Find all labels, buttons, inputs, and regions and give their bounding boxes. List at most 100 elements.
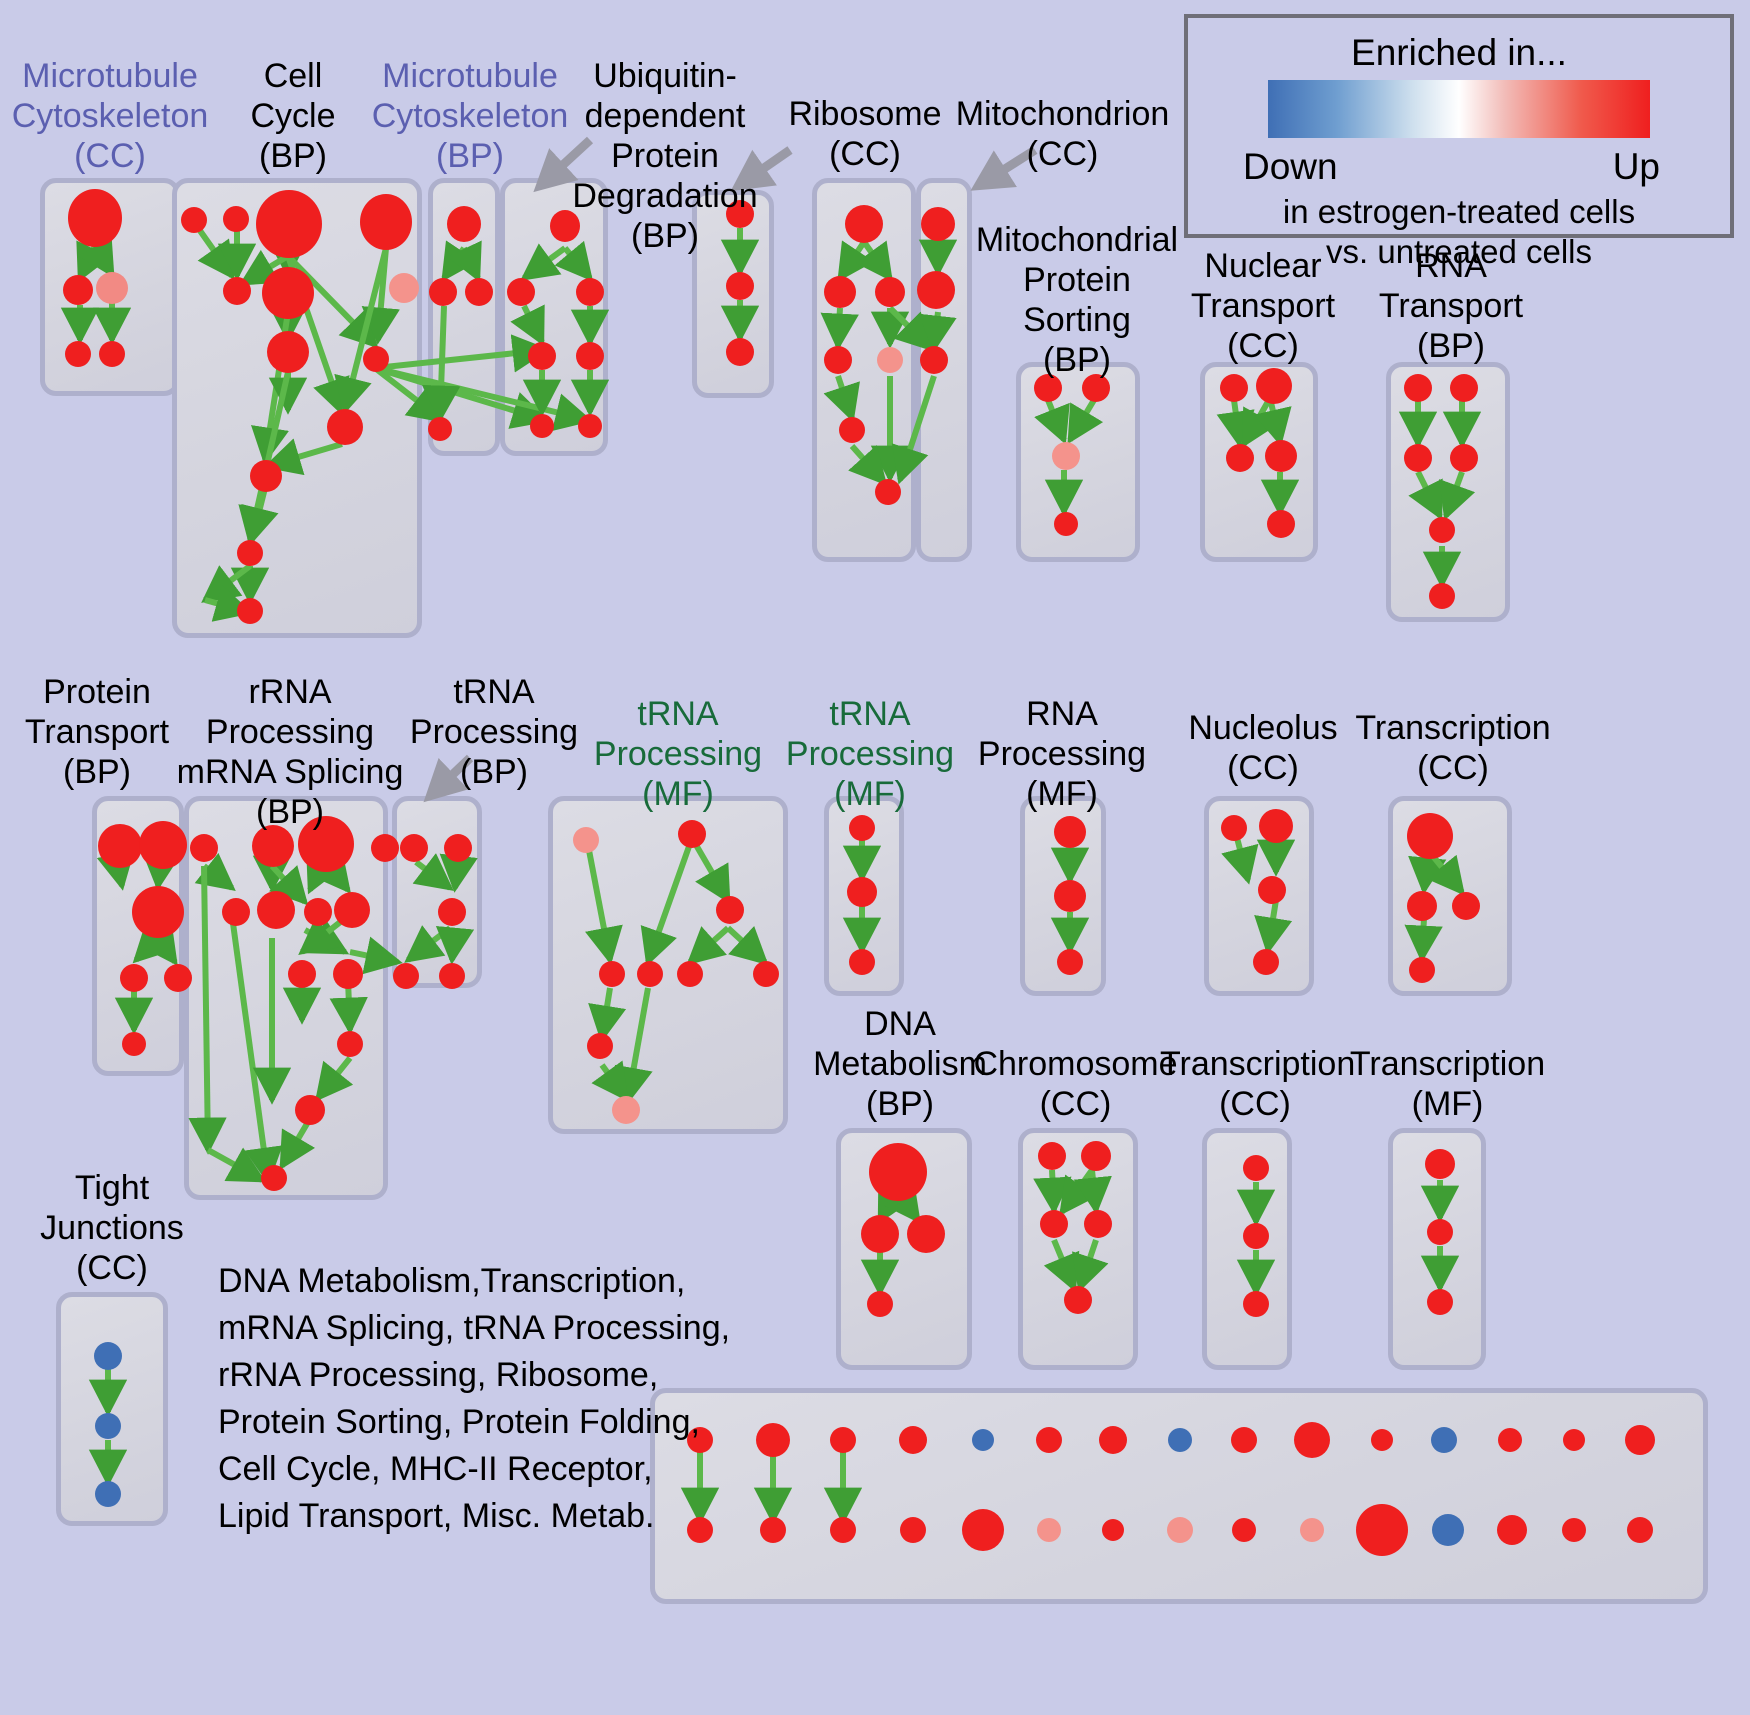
node bbox=[250, 460, 282, 492]
node bbox=[1220, 374, 1248, 402]
node bbox=[726, 338, 754, 366]
node bbox=[327, 409, 363, 445]
node bbox=[907, 1215, 945, 1253]
node bbox=[190, 834, 218, 862]
node bbox=[687, 1427, 713, 1453]
cluster-rna-transport-bp bbox=[1386, 362, 1510, 622]
node bbox=[295, 1095, 325, 1125]
node bbox=[1452, 892, 1480, 920]
label-mitochondrial-protein-sorting-bp: Mitochondrial Protein Sorting (BP) bbox=[975, 221, 1179, 379]
node bbox=[1221, 815, 1247, 841]
node bbox=[1040, 1210, 1068, 1238]
node bbox=[256, 190, 322, 258]
node bbox=[1081, 1141, 1111, 1171]
node bbox=[298, 816, 354, 872]
node bbox=[1429, 583, 1455, 609]
node bbox=[861, 1215, 899, 1253]
label-misc-list: DNA Metabolism,Transcription, mRNA Splic… bbox=[218, 1262, 731, 1535]
legend-up-label: Up bbox=[1612, 146, 1660, 187]
legend-title: Enriched in... bbox=[1351, 32, 1567, 73]
node bbox=[288, 960, 316, 988]
node bbox=[1267, 510, 1295, 538]
node bbox=[223, 277, 251, 305]
node bbox=[1253, 949, 1279, 975]
node bbox=[237, 598, 263, 624]
node bbox=[1054, 880, 1086, 912]
node bbox=[587, 1033, 613, 1059]
node bbox=[1450, 374, 1478, 402]
node bbox=[393, 963, 419, 989]
node bbox=[921, 207, 955, 241]
node bbox=[262, 267, 314, 319]
cluster-chromosome-cc bbox=[1018, 1128, 1138, 1370]
node bbox=[573, 827, 599, 853]
node bbox=[1231, 1427, 1257, 1453]
node bbox=[1057, 949, 1083, 975]
node bbox=[920, 346, 948, 374]
node bbox=[252, 825, 294, 867]
node bbox=[1084, 1210, 1112, 1238]
node bbox=[1054, 816, 1086, 848]
node bbox=[756, 1423, 790, 1457]
node bbox=[181, 207, 207, 233]
node bbox=[1431, 1427, 1457, 1453]
node bbox=[972, 1429, 994, 1451]
node bbox=[1099, 1426, 1127, 1454]
node bbox=[1625, 1425, 1655, 1455]
label-nucleolus-cc: Nucleolus (CC) bbox=[1188, 709, 1338, 787]
node bbox=[1627, 1517, 1653, 1543]
label-trna-processing-bp: tRNA Processing (BP) bbox=[409, 673, 579, 791]
label-transcription-mf: Transcription (MF) bbox=[1349, 1045, 1546, 1123]
node bbox=[1450, 444, 1478, 472]
legend-panel: Enriched in... Down Up in estrogen-treat… bbox=[1184, 14, 1734, 270]
node bbox=[363, 346, 389, 372]
label-microtubule-cytoskeleton-cc: Microtubule Cytoskeleton (CC) bbox=[11, 57, 209, 175]
node bbox=[304, 898, 332, 926]
node bbox=[917, 271, 955, 309]
label-tight-junctions-cc: Tight Junctions (CC) bbox=[40, 1169, 184, 1287]
node bbox=[839, 417, 865, 443]
node bbox=[1102, 1519, 1124, 1541]
node bbox=[1407, 891, 1437, 921]
node bbox=[164, 964, 192, 992]
node bbox=[444, 834, 472, 862]
node bbox=[337, 1031, 363, 1057]
node bbox=[847, 877, 877, 907]
cluster-misc-wide bbox=[650, 1388, 1708, 1604]
node bbox=[1052, 442, 1080, 470]
node bbox=[830, 1517, 856, 1543]
node bbox=[1432, 1514, 1464, 1546]
node bbox=[1054, 512, 1078, 536]
node bbox=[726, 272, 754, 300]
node bbox=[94, 1342, 122, 1370]
node bbox=[1404, 444, 1432, 472]
node bbox=[132, 886, 184, 938]
node bbox=[122, 1032, 146, 1056]
node bbox=[389, 273, 419, 303]
cluster-nuclear-transport-cc bbox=[1200, 362, 1318, 562]
node bbox=[1168, 1428, 1192, 1452]
node bbox=[267, 331, 309, 373]
node bbox=[1404, 374, 1432, 402]
node bbox=[65, 341, 91, 367]
node bbox=[900, 1517, 926, 1543]
node bbox=[599, 961, 625, 987]
node bbox=[223, 206, 249, 232]
node bbox=[439, 963, 465, 989]
node bbox=[530, 414, 554, 438]
node bbox=[1243, 1155, 1269, 1181]
node bbox=[465, 278, 493, 306]
node bbox=[120, 964, 148, 992]
label-protein-transport-bp: Protein Transport (BP) bbox=[24, 673, 170, 791]
node bbox=[1294, 1422, 1330, 1458]
node bbox=[1259, 809, 1293, 843]
label-rna-transport-bp: RNA Transport (BP) bbox=[1378, 247, 1524, 365]
node bbox=[507, 278, 535, 306]
node bbox=[1036, 1427, 1062, 1453]
node bbox=[1265, 440, 1297, 472]
node bbox=[716, 896, 744, 924]
node bbox=[637, 961, 663, 987]
node bbox=[429, 278, 457, 306]
node bbox=[576, 278, 604, 306]
label-cell-cycle-bp: Cell Cycle (BP) bbox=[250, 57, 336, 175]
